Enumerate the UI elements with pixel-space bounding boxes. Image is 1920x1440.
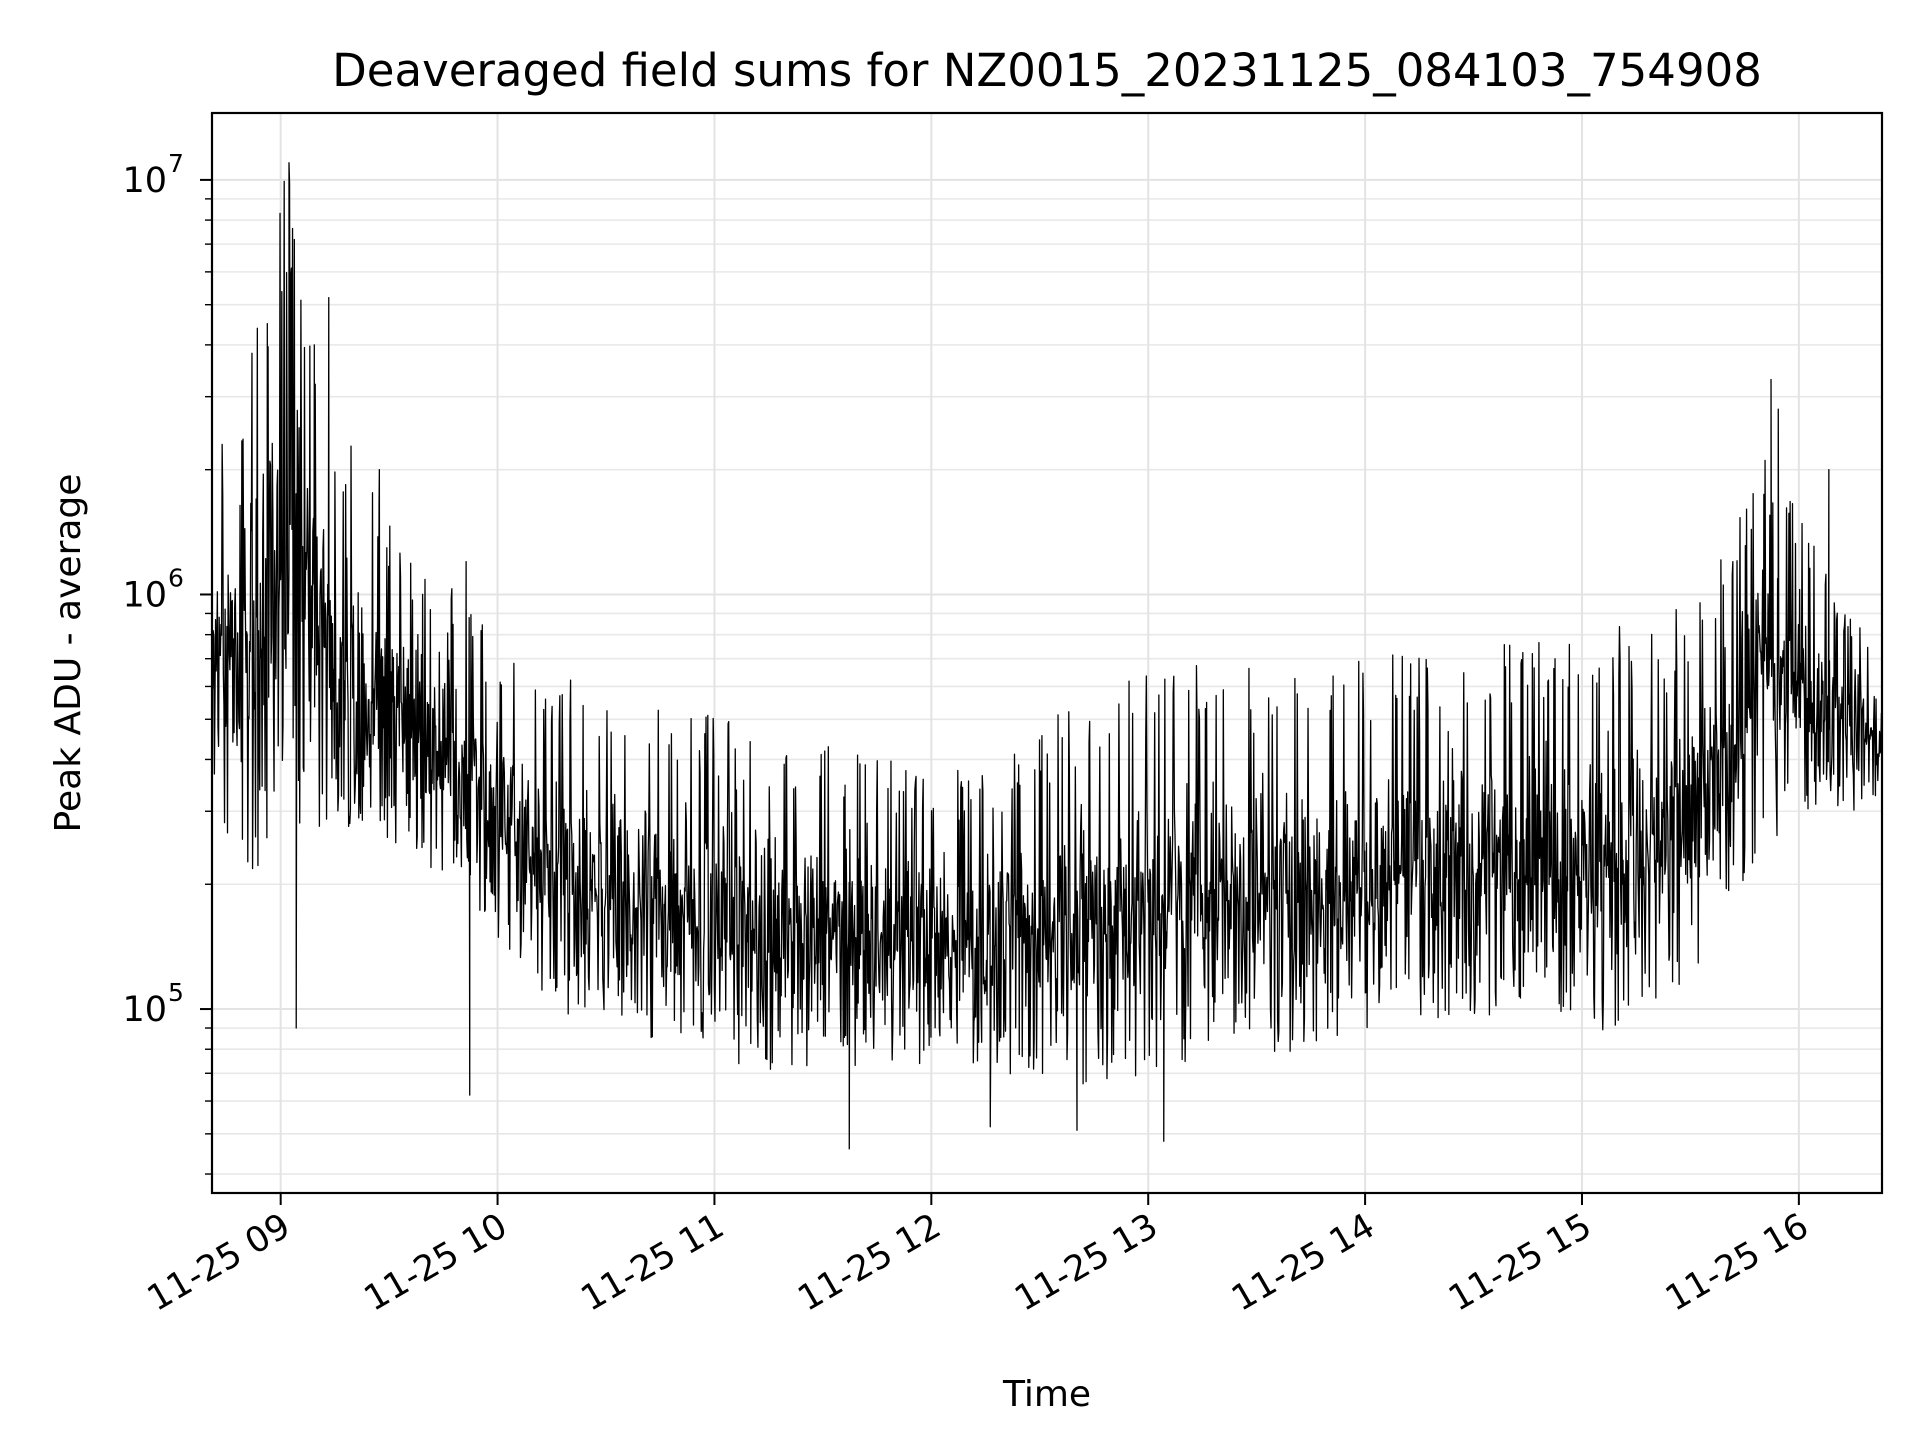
chart-title: Deaveraged field sums for NZ0015_2023112… <box>332 44 1762 97</box>
x-tick-label: 11-25 14 <box>1225 1206 1381 1319</box>
x-tick-label: 11-25 12 <box>792 1206 948 1319</box>
grid-layer <box>212 113 1882 1193</box>
data-layer <box>211 162 1883 1150</box>
plot-frame <box>210 111 1884 1195</box>
x-tick-label: 11-25 09 <box>141 1206 297 1319</box>
x-tick-label: 11-25 15 <box>1442 1206 1598 1319</box>
x-tick-label: 11-25 13 <box>1008 1206 1164 1319</box>
x-tick-label: 11-25 11 <box>575 1206 731 1319</box>
x-tick-label: 11-25 10 <box>358 1206 514 1319</box>
y-tick-label: 10 6 <box>122 563 183 615</box>
x-tick-label: 11-25 16 <box>1659 1206 1815 1319</box>
y-tick-label-exponent: 7 <box>168 149 184 178</box>
y-tick-label-base: 10 <box>122 575 167 615</box>
y-tick-label-exponent: 5 <box>168 978 184 1007</box>
y-tick-label-base: 10 <box>122 161 167 201</box>
y-tick-label: 10 5 <box>122 978 183 1030</box>
series-line <box>211 162 1883 1150</box>
y-tick-label-base: 10 <box>122 990 167 1030</box>
y-tick-label-exponent: 6 <box>168 563 184 592</box>
y-axis-label: Peak ADU - average <box>48 474 89 833</box>
x-axis-label: Time <box>1002 1374 1091 1415</box>
y-tick-label: 10 7 <box>122 149 183 201</box>
